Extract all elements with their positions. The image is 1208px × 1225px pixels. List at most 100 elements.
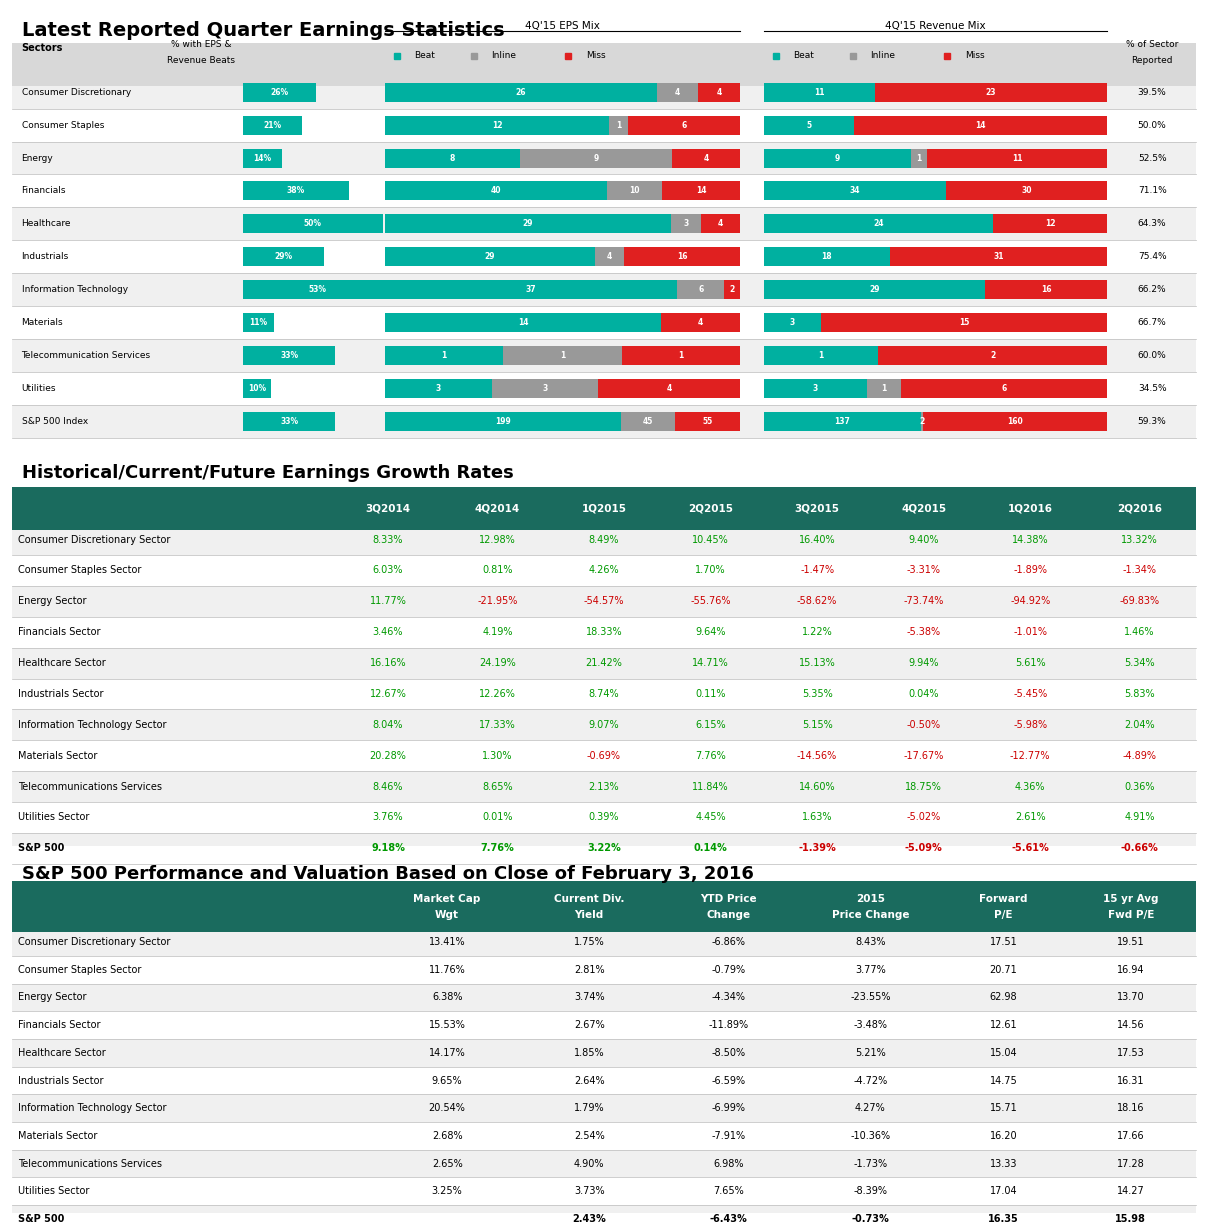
Text: 18.33%: 18.33% [586,627,622,637]
Text: Inline: Inline [871,51,895,60]
Text: 5.21%: 5.21% [855,1047,885,1057]
Text: 24: 24 [873,219,883,228]
Text: 10.45%: 10.45% [692,534,728,545]
Text: Healthcare Sector: Healthcare Sector [18,658,106,668]
FancyBboxPatch shape [598,379,741,398]
Text: Energy Sector: Energy Sector [18,992,87,1002]
Text: 5.61%: 5.61% [1015,658,1045,668]
FancyBboxPatch shape [243,247,324,266]
Text: 4: 4 [718,219,724,228]
Text: 1.22%: 1.22% [802,627,832,637]
Text: 16.35: 16.35 [988,1214,1018,1224]
Text: 3Q2015: 3Q2015 [795,503,840,513]
FancyBboxPatch shape [243,312,274,332]
Text: 4Q2015: 4Q2015 [901,503,946,513]
FancyBboxPatch shape [657,83,698,102]
FancyBboxPatch shape [672,214,701,233]
FancyBboxPatch shape [725,281,741,299]
Text: Industrials Sector: Industrials Sector [18,688,104,699]
Text: Telecommunication Services: Telecommunication Services [22,350,151,360]
FancyBboxPatch shape [821,312,1108,332]
Text: Utilities Sector: Utilities Sector [18,1186,89,1197]
Text: 1Q2016: 1Q2016 [1007,503,1052,513]
Text: 4: 4 [704,153,709,163]
Text: Information Technology Sector: Information Technology Sector [18,720,167,730]
Text: -6.59%: -6.59% [712,1076,745,1085]
Text: 75.4%: 75.4% [1138,252,1167,261]
FancyBboxPatch shape [922,412,923,431]
Text: 3.76%: 3.76% [372,812,403,822]
Text: Consumer Staples: Consumer Staples [22,121,104,130]
Text: 1.85%: 1.85% [574,1047,604,1057]
Text: Sectors: Sectors [22,43,63,53]
FancyBboxPatch shape [985,281,1108,299]
Text: -5.61%: -5.61% [1011,843,1049,854]
Text: 62.98: 62.98 [989,992,1017,1002]
Text: 14.75: 14.75 [989,1076,1017,1085]
Text: -0.50%: -0.50% [906,720,941,730]
Text: 6: 6 [1001,383,1006,393]
Text: 18.16: 18.16 [1117,1104,1144,1114]
Text: -5.98%: -5.98% [1014,720,1047,730]
Text: 23: 23 [986,88,997,97]
Text: 8.43%: 8.43% [855,937,885,947]
Text: 50%: 50% [304,219,321,228]
Text: 21.42%: 21.42% [586,658,622,668]
Text: 1.63%: 1.63% [802,812,832,822]
Text: 1: 1 [616,121,621,130]
Text: 9: 9 [594,153,599,163]
Text: 160: 160 [1007,417,1023,425]
Text: 14: 14 [975,121,986,130]
Text: 20.54%: 20.54% [429,1104,465,1114]
Text: -4.34%: -4.34% [712,992,745,1002]
Text: 2: 2 [730,285,734,294]
Text: 8.46%: 8.46% [373,782,403,791]
Text: 16.94: 16.94 [1117,964,1144,975]
FancyBboxPatch shape [675,412,741,431]
Text: 2: 2 [991,350,995,360]
FancyBboxPatch shape [243,281,391,299]
Text: Consumer Staples Sector: Consumer Staples Sector [18,964,141,975]
Text: 4Q2014: 4Q2014 [475,503,521,513]
Text: 15.71: 15.71 [989,1104,1017,1114]
FancyBboxPatch shape [662,181,741,201]
Text: 4.91%: 4.91% [1125,812,1155,822]
Text: -14.56%: -14.56% [797,751,837,761]
FancyBboxPatch shape [625,247,741,266]
Text: 53%: 53% [308,285,326,294]
Text: 24.19%: 24.19% [480,658,516,668]
Text: P/E: P/E [994,910,1012,920]
FancyBboxPatch shape [12,984,1196,1011]
Text: 12: 12 [492,121,503,130]
Text: Financials Sector: Financials Sector [18,1020,100,1030]
Text: 16.40%: 16.40% [798,534,836,545]
FancyBboxPatch shape [763,379,867,398]
Text: -58.62%: -58.62% [797,597,837,606]
Text: 8.33%: 8.33% [373,534,403,545]
Text: 6.98%: 6.98% [713,1159,744,1169]
Text: 3: 3 [790,318,795,327]
Text: Miss: Miss [965,51,985,60]
FancyBboxPatch shape [621,412,675,431]
FancyBboxPatch shape [12,207,1196,240]
Text: Materials Sector: Materials Sector [18,1131,98,1140]
Text: Information Technology: Information Technology [22,285,128,294]
Text: 18: 18 [821,252,832,261]
Text: 29: 29 [870,285,879,294]
Text: Utilities Sector: Utilities Sector [18,812,89,822]
Text: 7.65%: 7.65% [713,1186,744,1197]
Text: 0.11%: 0.11% [696,688,726,699]
Text: 8: 8 [449,153,455,163]
Text: 9.64%: 9.64% [696,627,726,637]
FancyBboxPatch shape [12,488,1196,530]
FancyBboxPatch shape [911,148,928,168]
FancyBboxPatch shape [698,83,741,102]
FancyBboxPatch shape [243,412,336,431]
Text: 14: 14 [696,186,707,196]
Text: 6: 6 [698,285,703,294]
Text: Consumer Discretionary Sector: Consumer Discretionary Sector [18,937,170,947]
Text: 17.66: 17.66 [1117,1131,1145,1140]
Text: 13.41%: 13.41% [429,937,465,947]
Text: -55.76%: -55.76% [690,597,731,606]
FancyBboxPatch shape [385,247,596,266]
